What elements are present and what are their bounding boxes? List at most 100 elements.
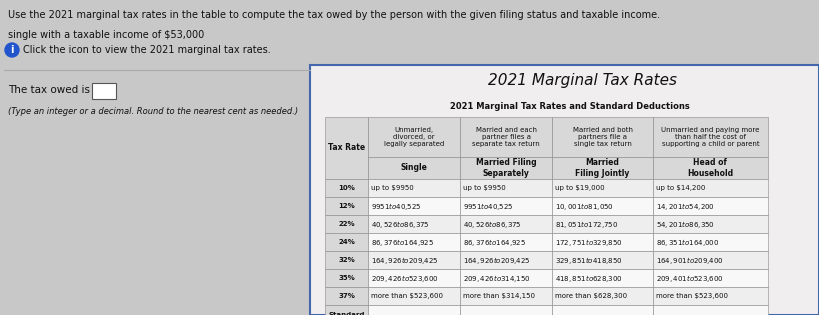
Text: 10%: 10% bbox=[338, 185, 355, 191]
Bar bbox=[552, 179, 653, 197]
Text: $14,201 to $54,200: $14,201 to $54,200 bbox=[656, 201, 715, 211]
Text: $86,351 to $164,000: $86,351 to $164,000 bbox=[656, 237, 719, 248]
Text: $164,901 to $209,400: $164,901 to $209,400 bbox=[656, 255, 724, 266]
Bar bbox=[552, 269, 653, 287]
Bar bbox=[653, 305, 768, 315]
Text: Head of
Household: Head of Household bbox=[687, 158, 734, 178]
Bar bbox=[653, 215, 768, 233]
Text: (Type an integer or a decimal. Round to the nearest cent as needed.): (Type an integer or a decimal. Round to … bbox=[8, 107, 298, 116]
Bar bbox=[460, 269, 552, 287]
Bar bbox=[325, 215, 368, 233]
Text: Tax Rate: Tax Rate bbox=[328, 144, 365, 152]
Bar bbox=[460, 197, 552, 215]
Text: more than $628,300: more than $628,300 bbox=[555, 293, 627, 299]
Bar bbox=[325, 269, 368, 287]
Text: Single: Single bbox=[400, 163, 428, 173]
Bar bbox=[368, 215, 460, 233]
Text: up to $14,200: up to $14,200 bbox=[656, 185, 705, 191]
Bar bbox=[460, 117, 552, 157]
Text: $209,401 to $523,600: $209,401 to $523,600 bbox=[656, 272, 724, 284]
Text: Married
Filing Jointly: Married Filing Jointly bbox=[576, 158, 630, 178]
Bar bbox=[460, 157, 552, 179]
Bar bbox=[653, 233, 768, 251]
Text: Unmarried,
divorced, or
legally separated: Unmarried, divorced, or legally separate… bbox=[384, 127, 444, 147]
Bar bbox=[552, 287, 653, 305]
Bar bbox=[368, 305, 460, 315]
Text: $40,526 to $86,375: $40,526 to $86,375 bbox=[464, 219, 522, 230]
Bar bbox=[325, 179, 368, 197]
Bar bbox=[552, 215, 653, 233]
Text: $172,751 to $329,850: $172,751 to $329,850 bbox=[555, 237, 623, 248]
Bar bbox=[460, 251, 552, 269]
Text: up to $19,000: up to $19,000 bbox=[555, 185, 605, 191]
Bar bbox=[368, 179, 460, 197]
Text: up to $9950: up to $9950 bbox=[464, 185, 506, 191]
Text: 32%: 32% bbox=[338, 257, 355, 263]
Bar bbox=[552, 233, 653, 251]
Bar bbox=[653, 179, 768, 197]
Bar bbox=[368, 233, 460, 251]
Bar bbox=[368, 197, 460, 215]
Text: $54,201 to $86,350: $54,201 to $86,350 bbox=[656, 219, 715, 230]
Bar bbox=[368, 117, 460, 157]
Bar bbox=[653, 269, 768, 287]
Bar bbox=[653, 157, 768, 179]
Bar bbox=[653, 197, 768, 215]
Text: $10,001 to $81,050: $10,001 to $81,050 bbox=[555, 201, 614, 211]
Bar bbox=[368, 251, 460, 269]
Bar bbox=[460, 287, 552, 305]
Bar bbox=[552, 305, 653, 315]
Text: $329,851 to $418,850: $329,851 to $418,850 bbox=[555, 255, 623, 266]
Text: Use the 2021 marginal tax rates in the table to compute the tax owed by the pers: Use the 2021 marginal tax rates in the t… bbox=[8, 10, 660, 20]
Text: single with a taxable income of $53,000: single with a taxable income of $53,000 bbox=[8, 30, 204, 40]
Bar bbox=[552, 197, 653, 215]
Text: up to $9950: up to $9950 bbox=[371, 185, 414, 191]
Text: Standard
Deduction: Standard Deduction bbox=[326, 312, 367, 315]
Bar bbox=[552, 117, 653, 157]
Text: $209,426 to $314,150: $209,426 to $314,150 bbox=[464, 272, 531, 284]
FancyBboxPatch shape bbox=[92, 83, 116, 99]
Text: 2021 Marginal Tax Rates: 2021 Marginal Tax Rates bbox=[488, 73, 677, 88]
Text: 35%: 35% bbox=[338, 275, 355, 281]
Bar bbox=[460, 233, 552, 251]
Text: 12%: 12% bbox=[338, 203, 355, 209]
Bar bbox=[653, 251, 768, 269]
Text: $40,526 to $86,375: $40,526 to $86,375 bbox=[371, 219, 430, 230]
Text: i: i bbox=[11, 45, 14, 55]
Text: more than $523,600: more than $523,600 bbox=[371, 293, 443, 299]
Text: $86,376 to $164,925: $86,376 to $164,925 bbox=[464, 237, 527, 248]
Text: more than $314,150: more than $314,150 bbox=[464, 293, 536, 299]
Text: Married and each
partner files a
separate tax return: Married and each partner files a separat… bbox=[473, 127, 541, 147]
Bar bbox=[460, 179, 552, 197]
Bar bbox=[552, 157, 653, 179]
Text: $418,851 to $628,300: $418,851 to $628,300 bbox=[555, 272, 623, 284]
Text: $164,926 to $209,425: $164,926 to $209,425 bbox=[371, 255, 439, 266]
Text: $9951 to $40,525: $9951 to $40,525 bbox=[464, 201, 514, 211]
Bar bbox=[325, 251, 368, 269]
Bar bbox=[368, 269, 460, 287]
Text: 22%: 22% bbox=[338, 221, 355, 227]
Bar bbox=[368, 157, 460, 179]
Bar bbox=[460, 215, 552, 233]
Bar bbox=[552, 251, 653, 269]
Bar bbox=[653, 287, 768, 305]
Text: $164,926 to $209,425: $164,926 to $209,425 bbox=[464, 255, 531, 266]
Bar bbox=[368, 287, 460, 305]
Text: The tax owed is $: The tax owed is $ bbox=[8, 85, 100, 95]
Bar bbox=[325, 197, 368, 215]
Text: $86,376 to $164,925: $86,376 to $164,925 bbox=[371, 237, 434, 248]
Bar bbox=[653, 117, 768, 157]
Text: $81,051 to $172,750: $81,051 to $172,750 bbox=[555, 219, 618, 230]
Text: Married and both
partners file a
single tax return: Married and both partners file a single … bbox=[572, 127, 632, 147]
Bar bbox=[325, 117, 368, 179]
Text: 37%: 37% bbox=[338, 293, 355, 299]
Text: more than $523,600: more than $523,600 bbox=[656, 293, 728, 299]
Text: $209,426 to $523,600: $209,426 to $523,600 bbox=[371, 272, 439, 284]
Text: Click the icon to view the 2021 marginal tax rates.: Click the icon to view the 2021 marginal… bbox=[23, 45, 271, 55]
FancyBboxPatch shape bbox=[310, 65, 819, 315]
Text: 24%: 24% bbox=[338, 239, 355, 245]
Bar bbox=[325, 305, 368, 315]
Bar bbox=[325, 233, 368, 251]
Text: $9951 to $40,525: $9951 to $40,525 bbox=[371, 201, 422, 211]
Text: Unmarried and paying more
than half the cost of
supporting a child or parent: Unmarried and paying more than half the … bbox=[661, 127, 759, 147]
